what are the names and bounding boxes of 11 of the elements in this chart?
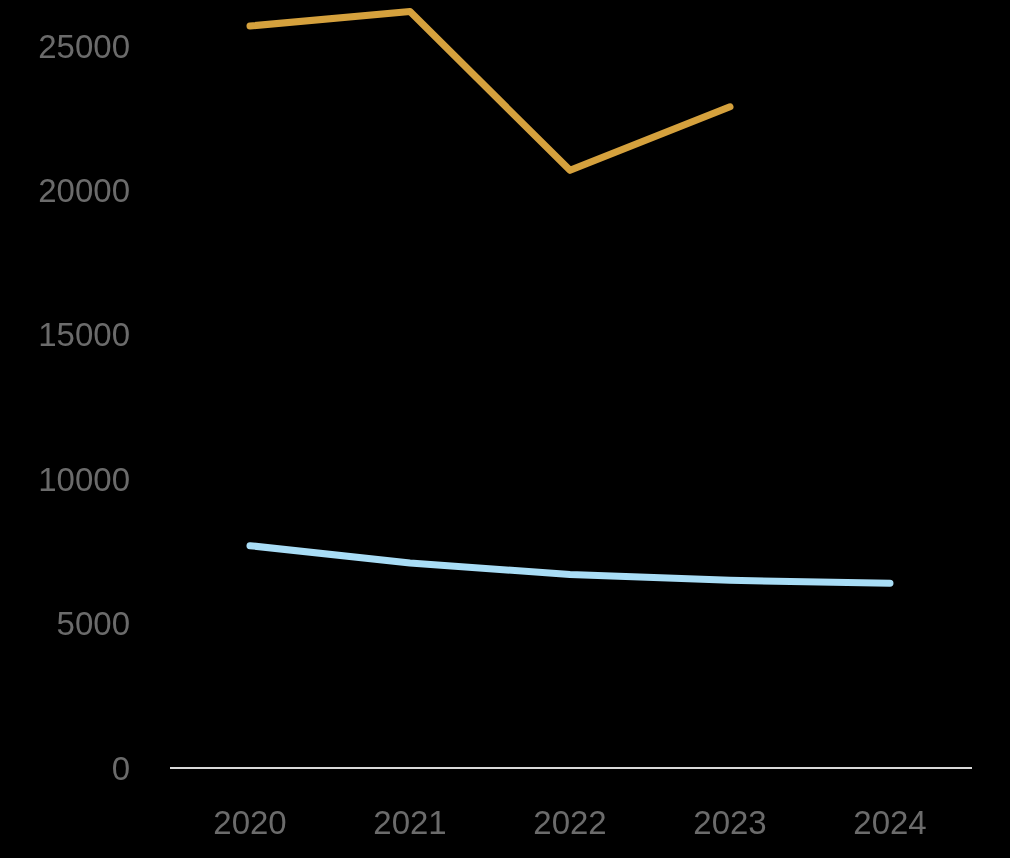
y-tick-label: 5000 xyxy=(56,605,130,643)
x-tick-label: 2024 xyxy=(853,804,927,841)
y-tick-label: 15000 xyxy=(38,316,130,354)
x-tick-label: 2022 xyxy=(533,804,607,841)
y-tick-label: 20000 xyxy=(38,172,130,210)
y-tick-label: 25000 xyxy=(38,27,130,65)
x-tick-label: 2023 xyxy=(693,804,767,841)
y-tick-label: 0 xyxy=(111,749,130,787)
x-tick-label: 2020 xyxy=(213,804,287,841)
y-tick-label: 10000 xyxy=(38,460,130,498)
x-tick-label: 2021 xyxy=(373,804,447,841)
